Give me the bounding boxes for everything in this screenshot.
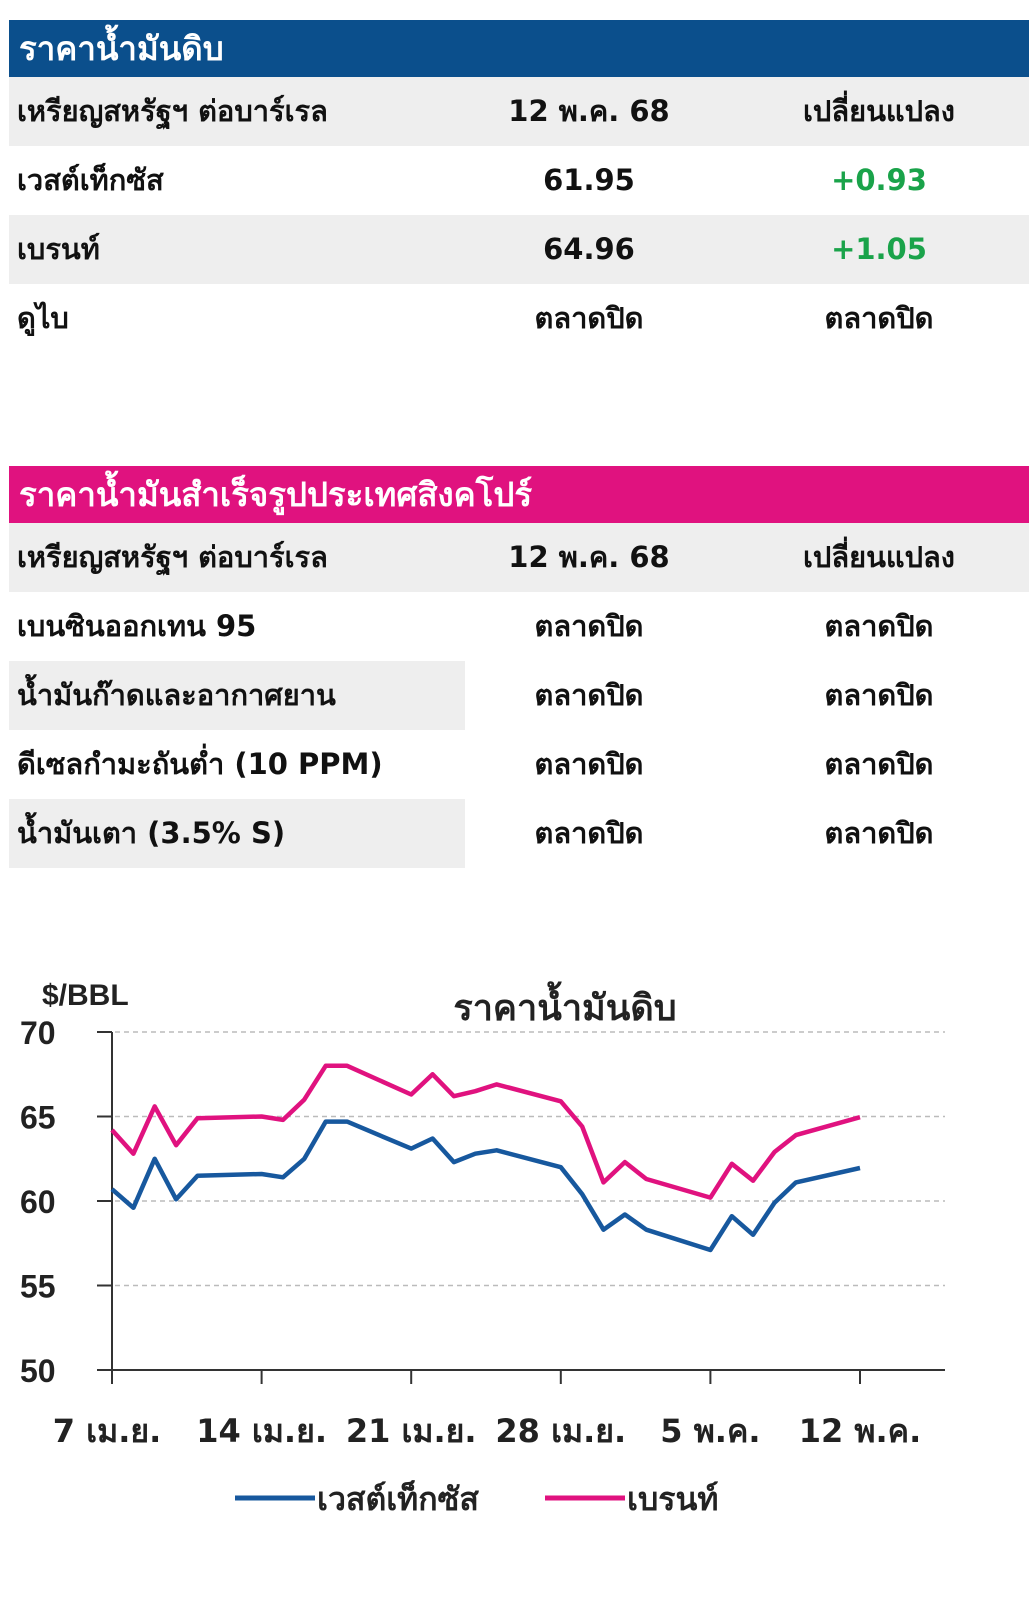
- header-change: เปลี่ยนแปลง: [803, 94, 955, 128]
- crude-price-chart: $/BBL ราคาน้ำมันดิบ 50 55 60 65 70 7 เม.ย. 14 …: [20, 979, 945, 1518]
- x-tick-label: 21 เม.ย.: [346, 1412, 477, 1450]
- table-row: เบรนท์ 64.96 +1.05: [9, 215, 1029, 284]
- row-price: ตลาดปิด: [534, 747, 644, 781]
- header-date: 12 พ.ค. 68: [508, 540, 670, 574]
- x-tick-label: 12 พ.ค.: [799, 1412, 921, 1450]
- row-name: น้ำมันก๊าดและอากาศยาน: [17, 678, 336, 712]
- header-change: เปลี่ยนแปลง: [803, 540, 955, 574]
- row-change: ตลาดปิด: [824, 609, 934, 643]
- row-price: ตลาดปิด: [534, 609, 644, 643]
- row-name: เบรนท์: [17, 232, 100, 266]
- table-row: น้ำมันก๊าดและอากาศยาน ตลาดปิด ตลาดปิด: [9, 661, 1029, 730]
- x-tick-label: 28 เม.ย.: [495, 1412, 626, 1450]
- table-row: ดูไบ ตลาดปิด ตลาดปิด: [9, 284, 1029, 353]
- legend-label: เบรนท์: [627, 1480, 718, 1518]
- table-row: เวสต์เท็กซัส 61.95 +0.93: [9, 146, 1029, 215]
- series-line: [110, 1063, 861, 1200]
- row-name: น้ำมันเตา (3.5% S): [17, 816, 286, 850]
- table-row: เบนซินออกเทน 95 ตลาดปิด ตลาดปิด: [9, 592, 1029, 661]
- row-price: ตลาดปิด: [534, 678, 644, 712]
- row-change: ตลาดปิด: [824, 678, 934, 712]
- row-price: ตลาดปิด: [534, 301, 644, 335]
- y-tick-label: 55: [20, 1269, 56, 1305]
- row-name: เวสต์เท็กซัส: [17, 163, 164, 197]
- header-date: 12 พ.ค. 68: [508, 94, 670, 128]
- singapore-title: ราคาน้ำมันสำเร็จรูปประเทศสิงคโปร์: [9, 466, 1029, 523]
- row-change: ตลาดปิด: [824, 747, 934, 781]
- y-axis-unit: $/BBL: [42, 979, 129, 1012]
- table-row: ดีเซลกำมะถันต่ำ (10 PPM) ตลาดปิด ตลาดปิด: [9, 730, 1029, 799]
- crude-header-row: เหรียญสหรัฐฯ ต่อบาร์เรล 12 พ.ค. 68 เปลี่…: [9, 77, 1029, 146]
- x-tick-label: 7 เม.ย.: [53, 1412, 162, 1450]
- header-unit: เหรียญสหรัฐฯ ต่อบาร์เรล: [17, 94, 328, 128]
- row-change: ตลาดปิด: [824, 816, 934, 850]
- row-name: เบนซินออกเทน 95: [17, 609, 257, 643]
- row-change: +1.05: [831, 232, 927, 266]
- row-name: ดีเซลกำมะถันต่ำ (10 PPM): [17, 747, 383, 781]
- legend-label: เวสต์เท็กซัส: [317, 1479, 479, 1518]
- crude-oil-table: ราคาน้ำมันดิบ เหรียญสหรัฐฯ ต่อบาร์เรล 12…: [9, 20, 1029, 353]
- series-line: [110, 1119, 861, 1253]
- table-row: น้ำมันเตา (3.5% S) ตลาดปิด ตลาดปิด: [9, 799, 1029, 868]
- singapore-header-row: เหรียญสหรัฐฯ ต่อบาร์เรล 12 พ.ค. 68 เปลี่…: [9, 523, 1029, 592]
- row-price: 61.95: [543, 163, 635, 197]
- row-price: ตลาดปิด: [534, 816, 644, 850]
- header-unit: เหรียญสหรัฐฯ ต่อบาร์เรล: [17, 540, 328, 574]
- x-tick-label: 14 เม.ย.: [196, 1412, 327, 1450]
- chart-title: ราคาน้ำมันดิบ: [453, 981, 676, 1029]
- y-tick-label: 50: [20, 1353, 56, 1389]
- x-tick-label: 5 พ.ค.: [660, 1412, 760, 1450]
- crude-oil-title: ราคาน้ำมันดิบ: [9, 20, 1029, 77]
- y-tick-label: 70: [20, 1015, 56, 1051]
- y-tick-label: 60: [20, 1184, 56, 1220]
- row-change: ตลาดปิด: [824, 301, 934, 335]
- row-name: ดูไบ: [17, 301, 69, 335]
- row-price: 64.96: [543, 232, 635, 266]
- singapore-products-table: ราคาน้ำมันสำเร็จรูปประเทศสิงคโปร์ เหรียญ…: [9, 466, 1029, 868]
- y-tick-label: 65: [20, 1100, 56, 1136]
- row-change: +0.93: [831, 163, 927, 197]
